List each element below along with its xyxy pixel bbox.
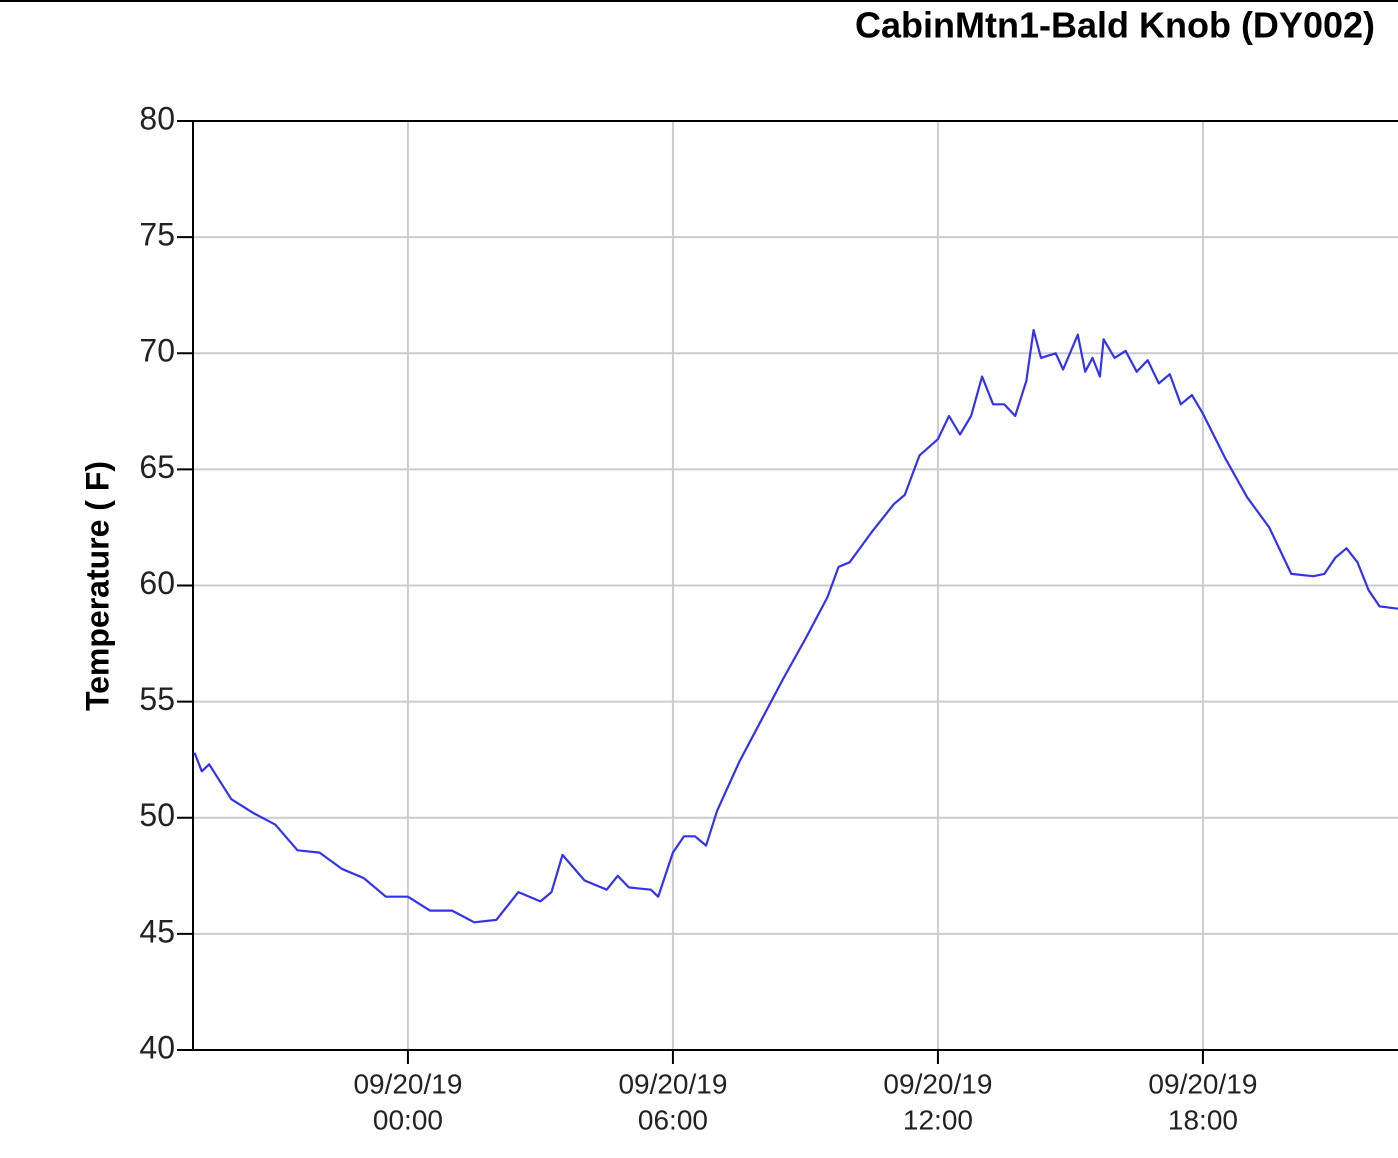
- x-tick-label: 09/20/19: [1148, 1068, 1257, 1099]
- x-tick-label: 09/20/19: [883, 1068, 992, 1099]
- x-tick-label: 00:00: [373, 1104, 443, 1135]
- y-tick-label: 75: [139, 217, 175, 253]
- x-tick-label: 06:00: [638, 1104, 708, 1135]
- y-axis-label: Temperature ( F): [79, 461, 115, 711]
- y-tick-label: 80: [139, 100, 175, 136]
- x-tick-label: 18:00: [1168, 1104, 1238, 1135]
- y-tick-label: 70: [139, 333, 175, 369]
- y-tick-label: 50: [139, 797, 175, 833]
- y-tick-label: 55: [139, 681, 175, 717]
- y-tick-label: 45: [139, 913, 175, 949]
- x-tick-label: 09/20/19: [353, 1068, 462, 1099]
- x-tick-label: 09/20/19: [618, 1068, 727, 1099]
- y-tick-label: 40: [139, 1029, 175, 1065]
- x-tick-label: 12:00: [903, 1104, 973, 1135]
- y-tick-label: 60: [139, 565, 175, 601]
- y-tick-label: 65: [139, 449, 175, 485]
- data-line: [195, 330, 1398, 922]
- chart-title: CabinMtn1-Bald Knob (DY002): [855, 5, 1375, 46]
